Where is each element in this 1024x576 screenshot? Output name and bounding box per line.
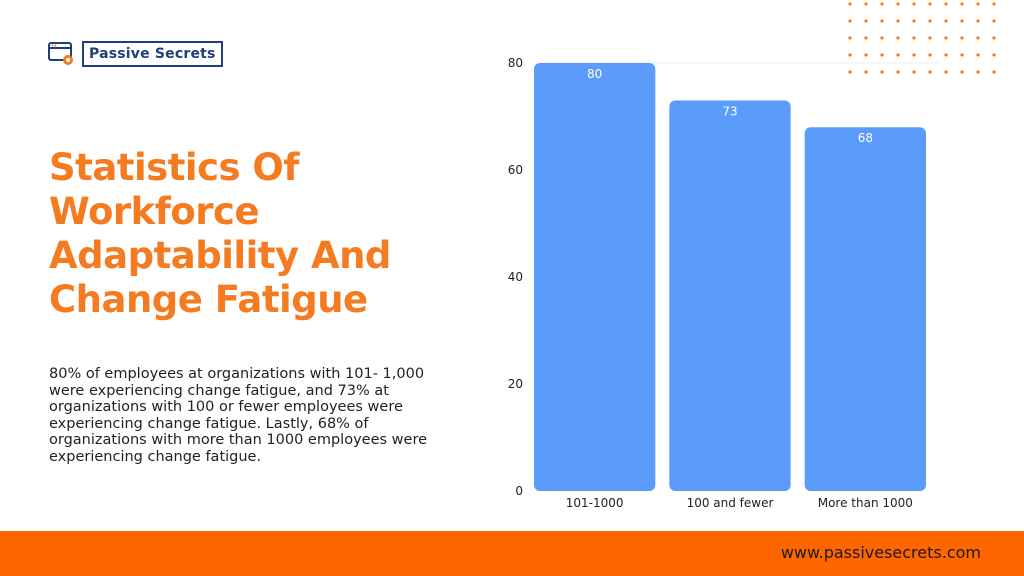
decorative-dot <box>976 70 980 74</box>
decorative-dot <box>960 2 964 6</box>
decorative-dot <box>896 36 900 40</box>
decorative-dot <box>880 53 884 57</box>
decorative-dot <box>848 36 852 40</box>
decorative-dot <box>864 36 868 40</box>
decorative-dot <box>960 19 964 23</box>
decorative-dot <box>976 53 980 57</box>
page-title: Statistics Of Workforce Adaptability And… <box>49 146 391 321</box>
decorative-dot <box>960 70 964 74</box>
decorative-dot <box>960 53 964 57</box>
decorative-dot <box>992 2 996 6</box>
decorative-dot <box>864 2 868 6</box>
y-tick-label: 0 <box>515 484 523 498</box>
bar-value-label: 73 <box>722 104 737 118</box>
decorative-dot <box>864 70 868 74</box>
y-tick-label: 20 <box>508 377 523 391</box>
decorative-dot <box>848 53 852 57</box>
decorative-dot <box>928 2 932 6</box>
decorative-dot <box>880 2 884 6</box>
decorative-dot <box>912 70 916 74</box>
decorative-dot <box>896 70 900 74</box>
decorative-dot <box>992 70 996 74</box>
decorative-dot <box>896 53 900 57</box>
decorative-dot <box>848 70 852 74</box>
x-tick-label: 100 and fewer <box>687 496 774 510</box>
decorative-dot <box>880 36 884 40</box>
bar-value-label: 68 <box>858 131 873 145</box>
brand-name: Passive Secrets <box>82 41 223 67</box>
bar <box>534 63 656 491</box>
decorative-dot-grid <box>848 2 996 74</box>
bar-value-label: 80 <box>587 67 602 81</box>
browser-gear-icon <box>48 42 73 65</box>
brand-logo[interactable]: Passive Secrets <box>48 41 223 67</box>
decorative-dot <box>928 70 932 74</box>
decorative-dot <box>944 70 948 74</box>
decorative-dot <box>864 19 868 23</box>
decorative-dot <box>864 53 868 57</box>
decorative-dot <box>928 19 932 23</box>
decorative-dot <box>896 2 900 6</box>
y-tick-label: 60 <box>508 163 523 177</box>
decorative-dot <box>992 36 996 40</box>
bar <box>804 127 926 491</box>
x-tick-label: More than 1000 <box>818 496 913 510</box>
decorative-dot <box>976 36 980 40</box>
decorative-dot <box>928 36 932 40</box>
decorative-dot <box>992 19 996 23</box>
decorative-dot <box>880 70 884 74</box>
bar <box>669 100 791 491</box>
decorative-dot <box>896 19 900 23</box>
decorative-dot <box>976 2 980 6</box>
decorative-dot <box>960 36 964 40</box>
decorative-dot <box>928 53 932 57</box>
footer-bar: www.passivesecrets.com <box>0 531 1024 576</box>
decorative-dot <box>944 19 948 23</box>
x-tick-label: 101-1000 <box>566 496 624 510</box>
decorative-dot <box>912 36 916 40</box>
decorative-dot <box>944 2 948 6</box>
decorative-dot <box>848 2 852 6</box>
decorative-dot <box>880 19 884 23</box>
decorative-dot <box>912 53 916 57</box>
statistics-description: 80% of employees at organizations with 1… <box>49 366 428 465</box>
decorative-dot <box>944 36 948 40</box>
decorative-dot <box>848 19 852 23</box>
decorative-dot <box>912 2 916 6</box>
decorative-dot <box>976 19 980 23</box>
decorative-dot <box>992 53 996 57</box>
decorative-dot <box>944 53 948 57</box>
decorative-dot <box>912 19 916 23</box>
footer-url[interactable]: www.passivesecrets.com <box>780 543 981 562</box>
y-tick-label: 40 <box>508 270 523 284</box>
y-tick-label: 80 <box>508 56 523 70</box>
bar-chart: 0 20 40 60 80 80 101-1000 73 100 and fewer 68 More… <box>508 56 940 510</box>
